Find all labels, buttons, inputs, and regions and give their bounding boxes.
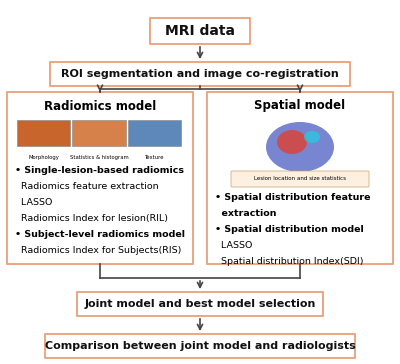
Text: Spatial model: Spatial model xyxy=(254,99,346,112)
Text: • Single-lesion-based radiomics: • Single-lesion-based radiomics xyxy=(15,166,184,175)
Text: Radiomics feature extraction: Radiomics feature extraction xyxy=(15,182,159,191)
Text: LASSO: LASSO xyxy=(15,198,52,207)
Text: • Spatial distribution model: • Spatial distribution model xyxy=(215,225,364,234)
Text: • Subject-level radiomics model: • Subject-level radiomics model xyxy=(15,230,185,239)
Text: Comparison between joint model and radiologists: Comparison between joint model and radio… xyxy=(45,341,355,351)
Text: • Spatial distribution feature: • Spatial distribution feature xyxy=(215,193,370,202)
Text: MRI data: MRI data xyxy=(165,24,235,38)
FancyBboxPatch shape xyxy=(7,92,193,264)
Text: LASSO: LASSO xyxy=(215,241,252,250)
Ellipse shape xyxy=(277,130,307,154)
Text: extraction: extraction xyxy=(215,209,276,218)
Text: Texture: Texture xyxy=(144,155,164,160)
Ellipse shape xyxy=(304,131,320,143)
Text: Radiomics Index for Subjects(RIS): Radiomics Index for Subjects(RIS) xyxy=(15,246,181,255)
FancyBboxPatch shape xyxy=(150,18,250,44)
Text: Statistics & histogram: Statistics & histogram xyxy=(70,155,128,160)
Text: Radiomics Index for lesion(RIL): Radiomics Index for lesion(RIL) xyxy=(15,214,168,223)
FancyBboxPatch shape xyxy=(77,292,323,316)
FancyBboxPatch shape xyxy=(231,171,369,187)
Text: Spatial distribution Index(SDI): Spatial distribution Index(SDI) xyxy=(215,257,364,266)
Text: Radiomics model: Radiomics model xyxy=(44,99,156,112)
Text: Joint model and best model selection: Joint model and best model selection xyxy=(84,299,316,309)
Text: Lesion location and size statistics: Lesion location and size statistics xyxy=(254,177,346,182)
Ellipse shape xyxy=(266,122,334,172)
FancyBboxPatch shape xyxy=(50,62,350,86)
FancyBboxPatch shape xyxy=(207,92,393,264)
Bar xyxy=(17,120,70,146)
Text: Morphology: Morphology xyxy=(28,155,59,160)
Bar xyxy=(128,120,181,146)
Bar xyxy=(72,120,126,146)
Text: ROI segmentation and image co-registration: ROI segmentation and image co-registrati… xyxy=(61,69,339,79)
FancyBboxPatch shape xyxy=(45,334,355,358)
